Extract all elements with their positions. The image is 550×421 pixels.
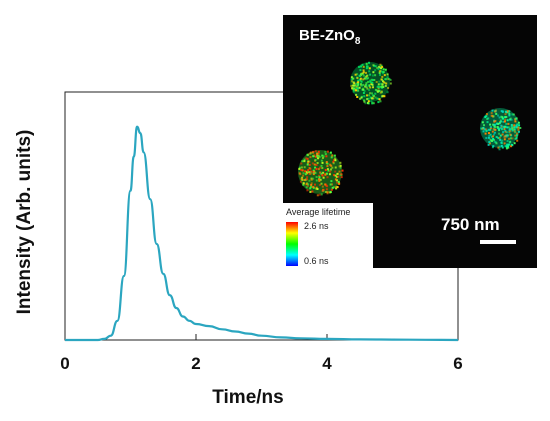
inset-title-main: BE-ZnO: [299, 27, 355, 44]
lifetime-legend: Average lifetime 2.6 ns 0.6 ns: [283, 203, 373, 268]
y-axis-title: Intensity (Arb. units): [14, 130, 35, 315]
particle-right: [480, 108, 522, 151]
x-tick-label-2: 4: [322, 354, 332, 373]
particle-left: [298, 150, 344, 197]
particle-top: [350, 61, 392, 105]
scale-bar-label: 750 nm: [441, 215, 500, 234]
x-axis-title: Time/ns: [212, 387, 283, 408]
inset-image: BE-ZnO8 750 nm Average lifetime 2.6 ns 0…: [283, 15, 537, 268]
legend-title: Average lifetime: [286, 207, 350, 217]
lifetime-decay-line: [65, 125, 459, 342]
legend-min-label: 0.6 ns: [304, 256, 329, 266]
legend-color-bar: [286, 222, 298, 266]
inset-title-subscript: 8: [355, 36, 361, 47]
scale-bar: [480, 240, 516, 244]
inset-title: BE-ZnO8: [299, 27, 361, 47]
x-tick-label-1: 2: [191, 354, 200, 373]
legend-max-label: 2.6 ns: [304, 221, 329, 231]
x-tick-labels: 0 2 4 6: [60, 354, 462, 373]
x-tick-label-3: 6: [453, 354, 462, 373]
particles: [298, 61, 522, 197]
x-tick-label-0: 0: [60, 354, 69, 373]
